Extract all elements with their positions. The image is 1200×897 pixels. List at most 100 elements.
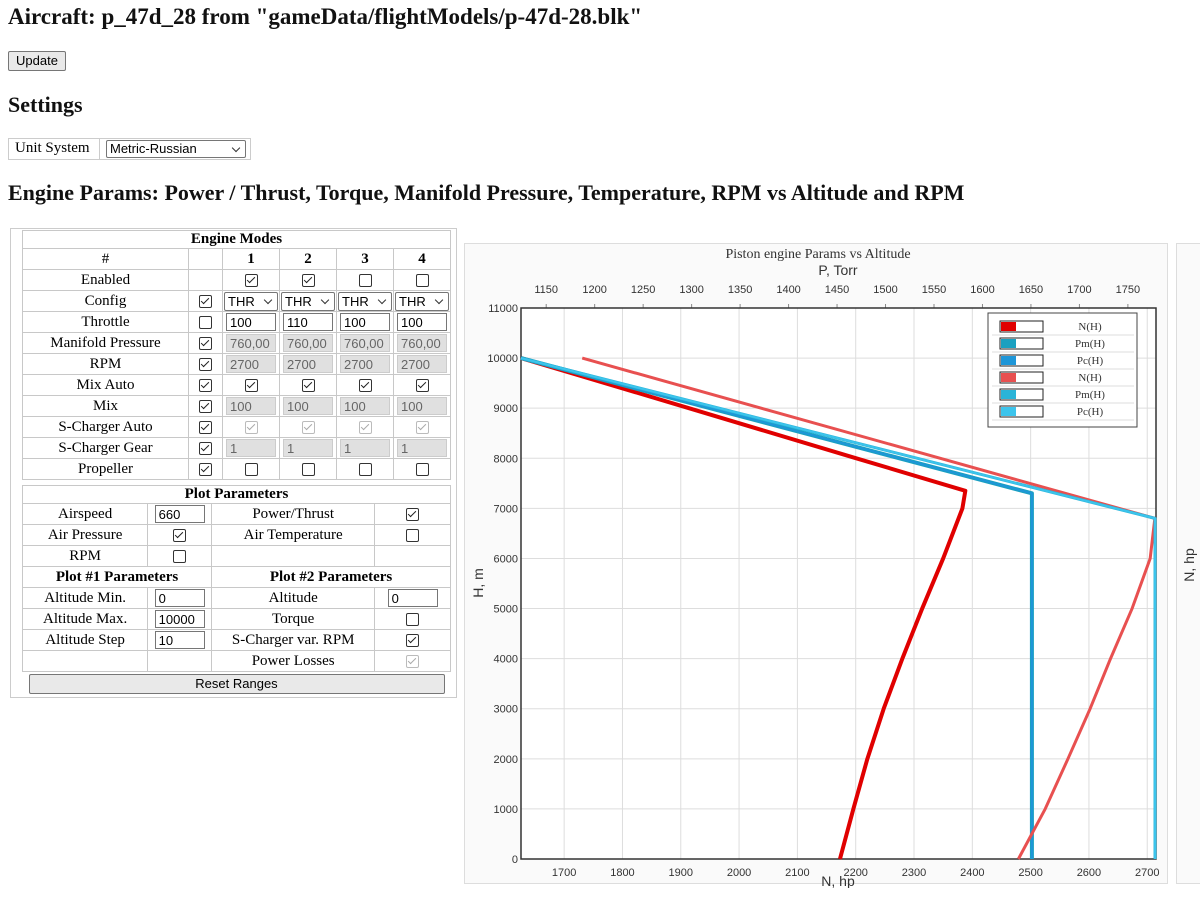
text-input[interactable]: 100 xyxy=(226,313,276,331)
text-input[interactable]: 100 xyxy=(226,397,276,415)
text-input[interactable]: 2700 xyxy=(340,355,390,373)
checkbox[interactable] xyxy=(406,612,420,626)
text-input[interactable]: 0 xyxy=(387,589,438,607)
checkbox[interactable] xyxy=(406,633,420,647)
select[interactable]: THR xyxy=(224,291,278,311)
cell: 1 xyxy=(279,437,337,459)
update-button[interactable]: Update xyxy=(8,51,66,71)
select[interactable]: THR xyxy=(281,291,335,311)
text-input[interactable]: 100 xyxy=(340,397,390,415)
text-input[interactable]: 100 xyxy=(340,313,390,331)
legend-swatch-fill xyxy=(1001,322,1016,331)
checkbox[interactable] xyxy=(199,462,212,476)
checkbox[interactable] xyxy=(244,378,258,392)
checkbox[interactable] xyxy=(358,273,372,287)
x2-tick-label: 1750 xyxy=(1116,284,1140,296)
checkbox[interactable] xyxy=(199,378,212,392)
cell-label: Airspeed xyxy=(21,503,149,525)
select[interactable]: THR xyxy=(395,291,449,311)
cell: 2700 xyxy=(336,353,394,375)
legend-swatch-fill xyxy=(1001,356,1016,365)
checkbox[interactable] xyxy=(199,294,212,308)
cell: 760,00 xyxy=(393,332,451,354)
checkbox[interactable] xyxy=(301,420,315,434)
cell xyxy=(374,629,451,651)
text-input[interactable]: 760,00 xyxy=(340,334,390,352)
checkbox[interactable] xyxy=(301,378,315,392)
text-input[interactable]: 110 xyxy=(283,313,333,331)
legend-swatch-fill xyxy=(1001,390,1016,399)
chart-title: Piston engine Params vs Altitude xyxy=(725,247,910,262)
checkbox[interactable] xyxy=(199,315,212,329)
cell: 760,00 xyxy=(279,332,337,354)
row: Altitude Max. 10000 Torque xyxy=(21,608,451,630)
checkbox[interactable] xyxy=(199,441,212,455)
checkbox[interactable] xyxy=(406,507,420,521)
x-tick-label: 1700 xyxy=(552,867,576,879)
text-input[interactable]: 10000 xyxy=(154,610,205,628)
text-input[interactable]: 100 xyxy=(397,397,447,415)
checkbox[interactable] xyxy=(173,528,187,542)
checkbox[interactable] xyxy=(199,357,212,371)
checkbox[interactable] xyxy=(199,399,212,413)
text-input[interactable]: 760,00 xyxy=(226,334,276,352)
text-input[interactable]: 660 xyxy=(154,505,205,523)
row: Mix 100 100 100 100 xyxy=(22,395,451,417)
legend-label: N(H) xyxy=(1078,372,1102,384)
text-input[interactable]: 100 xyxy=(397,313,447,331)
cell: 2700 xyxy=(393,353,451,375)
cell xyxy=(336,269,394,291)
cell xyxy=(188,332,223,354)
text-input[interactable]: 1 xyxy=(226,439,276,457)
checkbox[interactable] xyxy=(301,273,315,287)
unit-system-select[interactable]: Metric-Russian xyxy=(106,140,246,159)
legend-swatch xyxy=(999,371,1044,384)
checkbox[interactable] xyxy=(406,528,420,542)
row: Power Losses xyxy=(21,650,451,672)
checkbox[interactable] xyxy=(415,378,429,392)
text-input[interactable]: 1 xyxy=(283,439,333,457)
column-header: 4 xyxy=(393,248,451,270)
checkbox[interactable] xyxy=(415,420,429,434)
row: Altitude Step 10 S-Charger var. RPM xyxy=(21,629,451,651)
text-input[interactable]: 2700 xyxy=(397,355,447,373)
row-label: S-Charger Auto xyxy=(22,416,189,438)
row: Enabled xyxy=(22,269,451,291)
select[interactable]: THR xyxy=(338,291,392,311)
cell: 0 xyxy=(374,587,451,609)
checkbox[interactable] xyxy=(199,336,212,350)
text-input[interactable]: 100 xyxy=(283,397,333,415)
text-input[interactable]: 1 xyxy=(340,439,390,457)
legend-label: Pm(H) xyxy=(1075,389,1105,401)
cell: 2700 xyxy=(222,353,280,375)
checkbox[interactable] xyxy=(244,420,258,434)
y-tick-label: 0 xyxy=(512,854,518,866)
legend-swatch xyxy=(999,388,1044,401)
checkbox[interactable] xyxy=(173,549,187,563)
text-input[interactable]: 0 xyxy=(154,589,205,607)
text-input[interactable]: 760,00 xyxy=(283,334,333,352)
series-line xyxy=(581,356,1157,860)
checkbox[interactable] xyxy=(415,462,429,476)
row: Air Pressure Air Temperature xyxy=(21,524,451,546)
checkbox[interactable] xyxy=(406,654,420,668)
text-input[interactable]: 10 xyxy=(154,631,205,649)
reset-button[interactable]: Reset Ranges xyxy=(28,674,445,694)
x2-tick-label: 1700 xyxy=(1067,284,1091,296)
checkbox[interactable] xyxy=(199,420,212,434)
text-input[interactable]: 2700 xyxy=(226,355,276,373)
checkbox[interactable] xyxy=(301,462,315,476)
series-line xyxy=(520,357,1033,859)
checkbox[interactable] xyxy=(358,420,372,434)
checkbox[interactable] xyxy=(244,462,258,476)
text-input[interactable]: 1 xyxy=(397,439,447,457)
text-input[interactable]: 760,00 xyxy=(397,334,447,352)
cell xyxy=(374,608,451,630)
checkbox[interactable] xyxy=(415,273,429,287)
cell xyxy=(393,269,451,291)
checkbox[interactable] xyxy=(244,273,258,287)
text-input[interactable]: 2700 xyxy=(283,355,333,373)
checkbox[interactable] xyxy=(358,378,372,392)
checkbox[interactable] xyxy=(358,462,372,476)
